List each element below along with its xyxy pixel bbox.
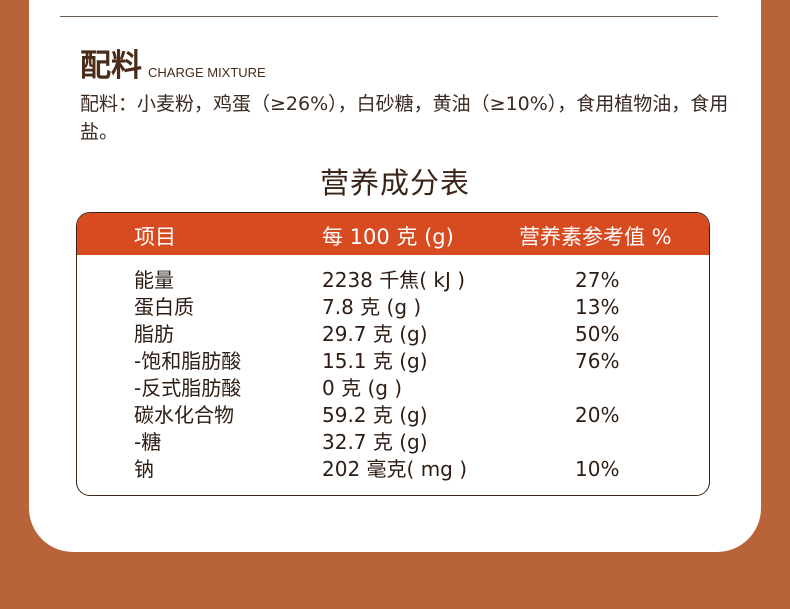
row-name: -糖 (134, 430, 162, 454)
table-row: -糖 32.7 克 (g) (77, 429, 709, 456)
row-name: 能量 (134, 268, 174, 292)
table-row: 能量 2238 千焦( kJ ) 27% (77, 267, 709, 294)
top-divider (60, 16, 718, 17)
row-value: 32.7 克 (g) (322, 430, 428, 454)
row-nrv: 20% (575, 403, 620, 427)
row-name: 钠 (134, 457, 154, 481)
table-row: 蛋白质 7.8 克 (g ) 13% (77, 294, 709, 321)
row-nrv: 27% (575, 268, 620, 292)
row-nrv: 76% (575, 349, 620, 373)
row-name: -饱和脂肪酸 (134, 349, 242, 373)
row-value: 2238 千焦( kJ ) (322, 268, 466, 292)
header-item: 项目 (134, 225, 176, 249)
row-nrv: 10% (575, 457, 620, 481)
row-value: 29.7 克 (g) (322, 322, 428, 346)
label-card (29, 0, 761, 552)
table-row: -饱和脂肪酸 15.1 克 (g) 76% (77, 348, 709, 375)
row-value: 0 克 (g ) (322, 376, 403, 400)
ingredients-heading: 配料 CHARGE MIXTURE (80, 48, 266, 84)
row-nrv: 50% (575, 322, 620, 346)
nutrition-table-header: 项目 每 100 克 (g) 营养素参考值 % (77, 213, 709, 255)
header-nrv: 营养素参考值 % (519, 225, 672, 249)
nutrition-table: 项目 每 100 克 (g) 营养素参考值 % 能量 2238 千焦( kJ )… (76, 212, 710, 496)
nutrition-table-title: 营养成分表 (319, 166, 470, 200)
row-value: 202 毫克( mg ) (322, 457, 468, 481)
table-row: -反式脂肪酸 0 克 (g ) (77, 375, 709, 402)
row-value: 7.8 克 (g ) (322, 295, 422, 319)
row-value: 59.2 克 (g) (322, 403, 428, 427)
table-row: 脂肪 29.7 克 (g) 50% (77, 321, 709, 348)
table-row: 碳水化合物 59.2 克 (g) 20% (77, 402, 709, 429)
ingredients-subtitle: CHARGE MIXTURE (148, 65, 266, 80)
row-name: 脂肪 (134, 322, 174, 346)
row-nrv: 13% (575, 295, 620, 319)
row-value: 15.1 克 (g) (322, 349, 428, 373)
row-name: -反式脂肪酸 (134, 376, 242, 400)
ingredients-title: 配料 (80, 48, 142, 84)
header-per-100g: 每 100 克 (g) (322, 225, 454, 249)
table-row: 钠 202 毫克( mg ) 10% (77, 456, 709, 483)
row-name: 碳水化合物 (134, 403, 234, 427)
ingredients-text: 配料：小麦粉，鸡蛋（≥26%），白砂糖，黄油（≥10%），食用植物油，食用盐。 (80, 93, 729, 143)
row-name: 蛋白质 (134, 295, 194, 319)
